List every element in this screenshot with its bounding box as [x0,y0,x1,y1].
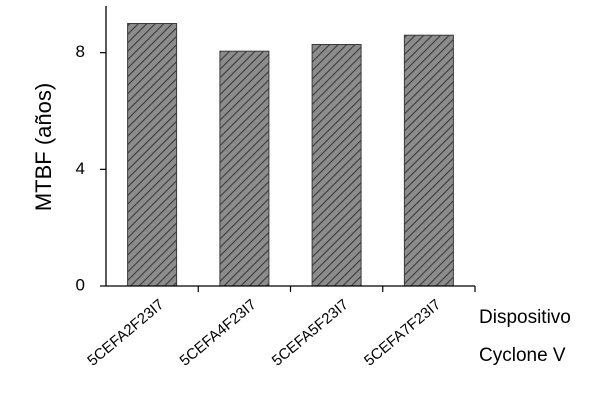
category-labels-group: 5CEFA2F23I7 5CEFA4F23I7 5CEFA5F23I7 5CEFA7F… [84,296,444,370]
x-category-label: 5CEFA7F23I7 [361,296,444,370]
y-ticks-group: 0 4 8 [76,42,106,294]
y-tick-label: 8 [76,42,85,61]
y-axis-title: MTBF (años) [31,83,56,211]
bar [219,50,270,287]
x-category-label: 5CEFA2F23I7 [84,296,167,370]
bar [311,44,362,287]
bar [403,34,454,287]
y-tick-label: 4 [76,159,85,178]
x-axis-title-line1: Dispositivo [479,307,571,328]
x-category-label: 5CEFA5F23I7 [269,296,352,370]
bars-group [127,23,454,287]
y-tick-label: 0 [76,275,85,294]
x-axis-title-line2: Cyclone V [479,345,566,366]
bar [127,23,178,287]
x-category-label: 5CEFA4F23I7 [177,296,260,370]
